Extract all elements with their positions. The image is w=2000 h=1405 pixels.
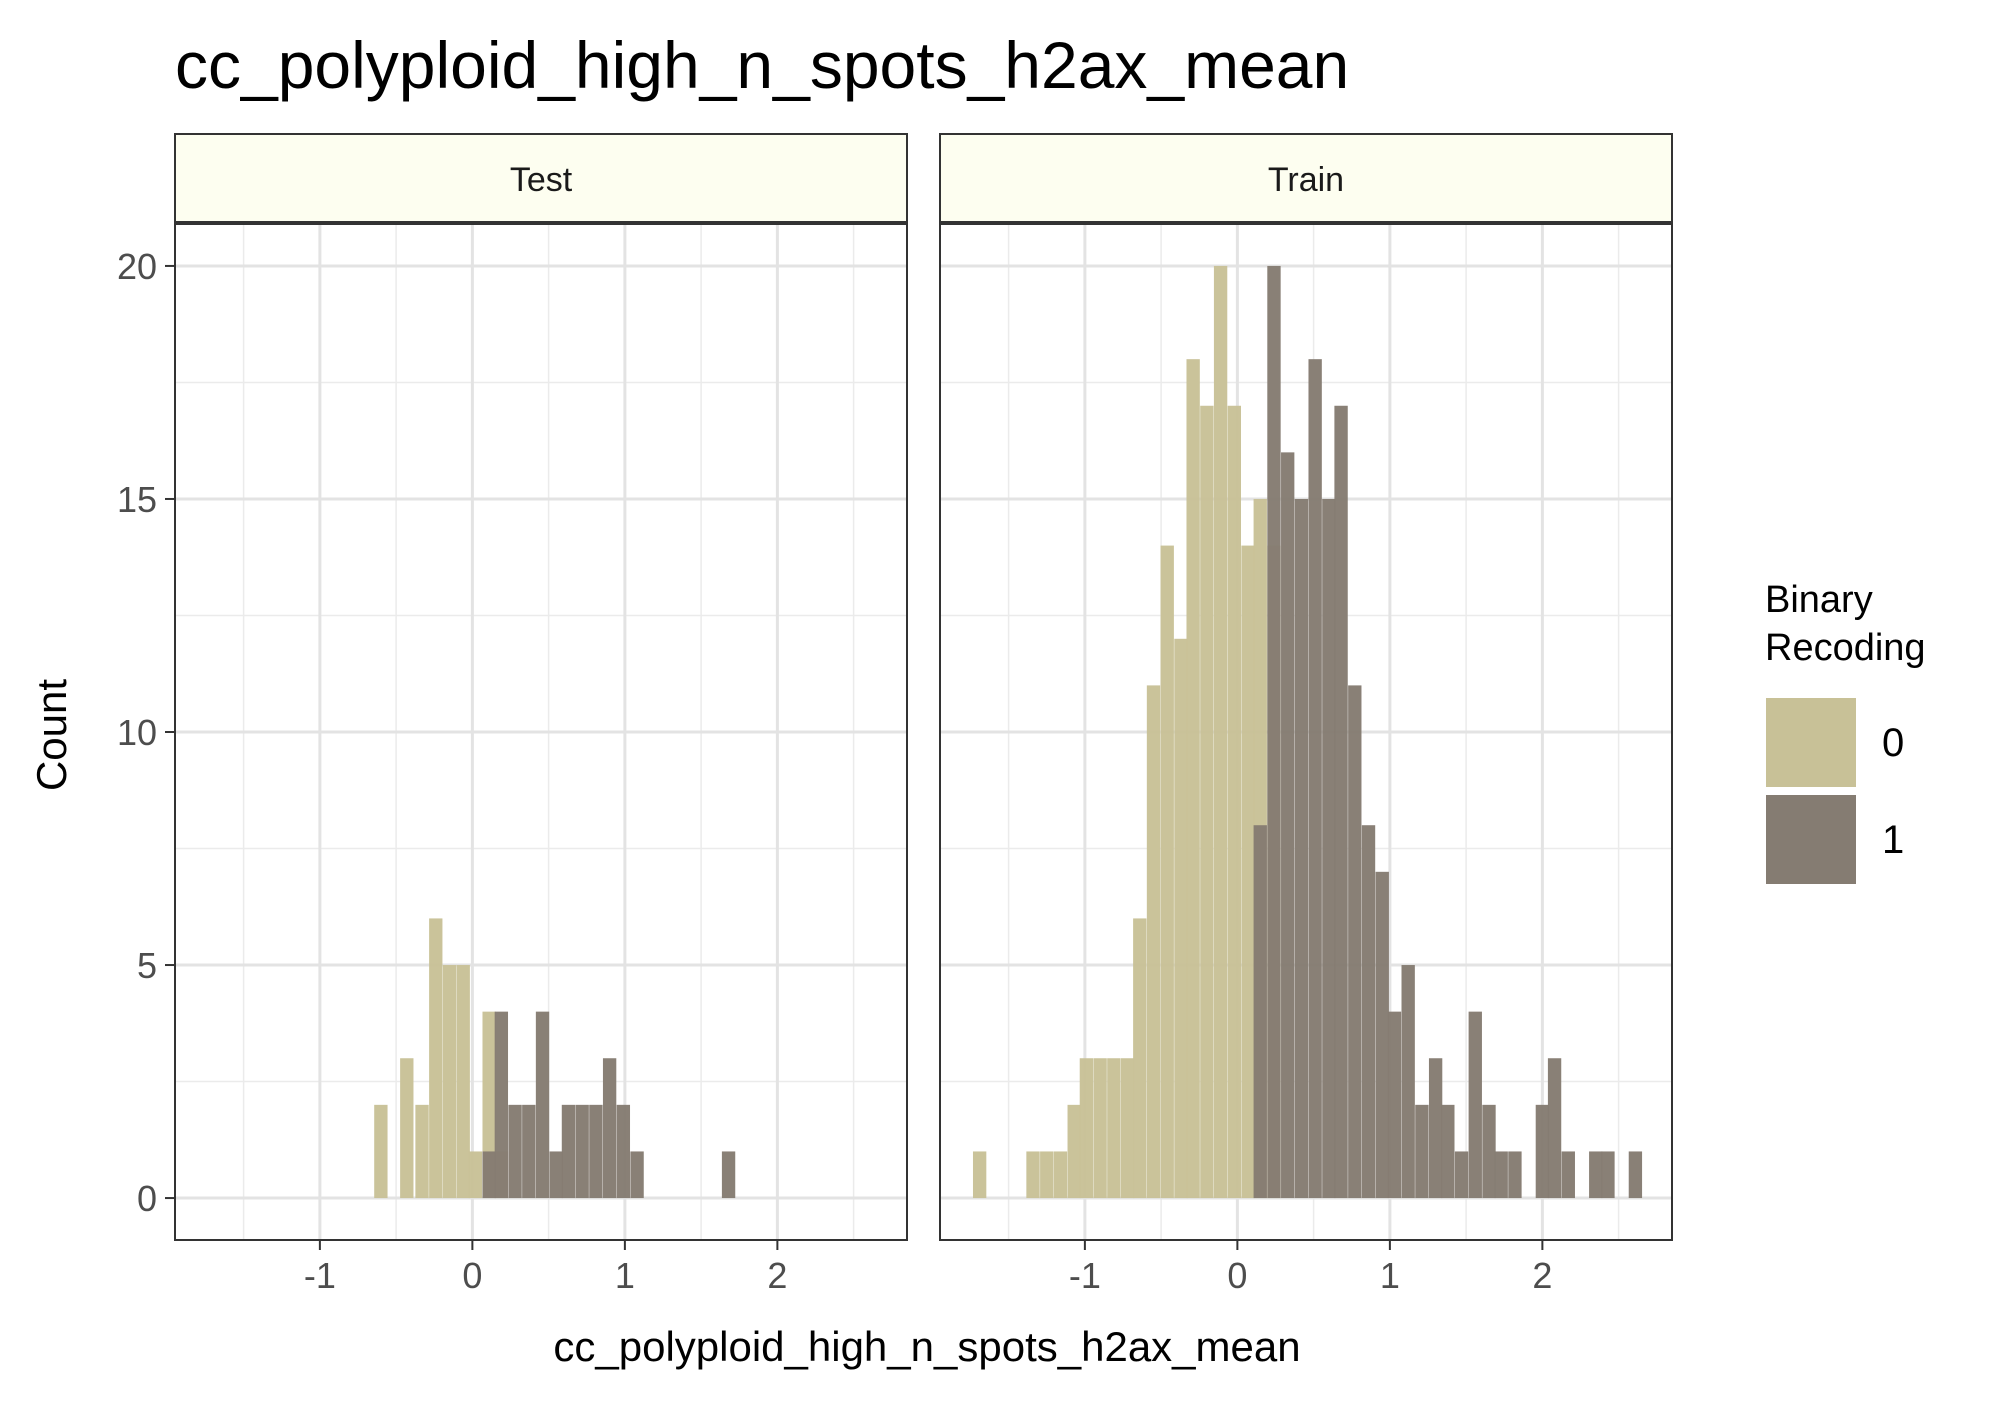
histogram-bar: [972, 1151, 987, 1199]
histogram-bar: [429, 918, 443, 1199]
histogram-bar: [561, 1104, 576, 1199]
histogram-bar: [1428, 1058, 1443, 1199]
legend: Binary Recoding 0 1: [1765, 579, 1926, 884]
facet-strip: [939, 133, 1673, 223]
histogram-bar: [1561, 1151, 1575, 1199]
histogram-bar: [1186, 359, 1200, 1199]
y-tick-label: 10: [117, 712, 157, 753]
histogram-bar: [1401, 965, 1415, 1199]
histogram-bar: [1322, 498, 1336, 1199]
facet-strip: [174, 133, 908, 223]
histogram-bar: [1494, 1151, 1508, 1199]
legend-title-line: Recoding: [1765, 627, 1926, 669]
chart-title: cc_polyploid_high_n_spots_h2ax_mean: [175, 28, 1349, 102]
histogram-bar: [1375, 871, 1389, 1199]
histogram-bar: [1348, 685, 1362, 1199]
histogram-bar: [1508, 1151, 1522, 1199]
histogram-bar: [575, 1104, 589, 1199]
y-axis-label: Count: [28, 679, 75, 791]
x-tick-label: 2: [767, 1255, 787, 1296]
histogram-bar: [1160, 545, 1174, 1199]
x-tick-label: 1: [1380, 1255, 1400, 1296]
histogram-bar: [1040, 1151, 1054, 1199]
histogram-bar: [1253, 825, 1267, 1199]
histogram-bar: [456, 965, 470, 1199]
histogram-bar: [721, 1151, 736, 1199]
histogram-bar: [374, 1104, 388, 1199]
x-tick-label: -1: [1069, 1255, 1101, 1296]
histogram-bar: [1482, 1104, 1496, 1199]
y-tick-label: 20: [117, 246, 157, 287]
histogram-bar: [1174, 638, 1188, 1199]
legend-title-line: Binary: [1765, 579, 1873, 621]
histogram-bar: [630, 1151, 644, 1199]
histogram-bar: [1146, 685, 1161, 1199]
histogram-bar: [1308, 359, 1322, 1199]
histogram-bar: [1415, 1104, 1429, 1199]
facet-strip-label: Train: [1268, 161, 1344, 199]
histogram-bar: [1361, 825, 1376, 1199]
y-tick-label: 5: [137, 945, 157, 986]
x-tick-label: 2: [1532, 1255, 1552, 1296]
legend-label: 1: [1882, 818, 1904, 862]
histogram-bar: [1241, 545, 1255, 1199]
histogram-bar: [494, 1011, 509, 1199]
histogram-bar: [482, 1151, 496, 1199]
x-tick-label: 0: [462, 1255, 482, 1296]
histogram-bar: [1468, 1011, 1482, 1199]
histogram-bar: [1120, 1058, 1135, 1199]
histogram-bar: [1267, 265, 1281, 1199]
panel-border: [939, 223, 1673, 1241]
histogram-bar: [468, 1151, 483, 1199]
histogram-bar: [442, 965, 457, 1199]
histogram-bar: [616, 1104, 631, 1199]
histogram-bar: [1093, 1058, 1107, 1199]
histogram-bar: [400, 1058, 414, 1199]
histogram-bar: [1213, 265, 1228, 1199]
histogram-bar: [1281, 452, 1295, 1199]
histogram-bar: [1547, 1058, 1562, 1199]
histogram-bar: [549, 1151, 563, 1199]
facet-strip-label: Test: [510, 161, 573, 199]
x-tick-label: 0: [1227, 1255, 1247, 1296]
histogram-bar: [1079, 1058, 1094, 1199]
legend-label: 0: [1882, 721, 1904, 765]
histogram-bar: [589, 1104, 603, 1199]
histogram-bar: [1334, 405, 1348, 1199]
histogram-bar: [1441, 1104, 1455, 1199]
histogram-bar: [1200, 405, 1214, 1199]
histogram-bar: [535, 1011, 550, 1199]
histogram-bar: [1601, 1151, 1615, 1199]
histogram-bar: [1628, 1151, 1643, 1199]
histogram-bar: [1535, 1104, 1550, 1199]
histogram-bar: [1454, 1151, 1469, 1199]
histogram-bar: [602, 1058, 617, 1199]
y-tick-label: 15: [117, 479, 157, 520]
histogram-bar: [1227, 405, 1241, 1199]
legend-key-1: [1766, 795, 1856, 884]
histogram-bar: [1294, 498, 1309, 1199]
legend-key-0: [1766, 698, 1856, 787]
histogram-bar: [1053, 1151, 1068, 1199]
histogram-bar: [522, 1104, 536, 1199]
histogram-bar: [415, 1104, 429, 1199]
x-tick-label: -1: [304, 1255, 336, 1296]
histogram-bar: [1589, 1151, 1603, 1199]
facet-panel-train: Train -1 0 1 2: [939, 133, 1673, 1296]
histogram-bar: [508, 1104, 522, 1199]
histogram-bar: [1133, 918, 1147, 1199]
y-tick-label: 0: [137, 1178, 157, 1219]
x-axis-label: cc_polyploid_high_n_spots_h2ax_mean: [553, 1323, 1300, 1370]
histogram-bar: [1107, 1058, 1121, 1199]
histogram-bar: [1387, 1011, 1402, 1199]
histogram-bar: [1026, 1151, 1040, 1199]
x-tick-label: 1: [615, 1255, 635, 1296]
histogram-bar: [1067, 1104, 1081, 1199]
